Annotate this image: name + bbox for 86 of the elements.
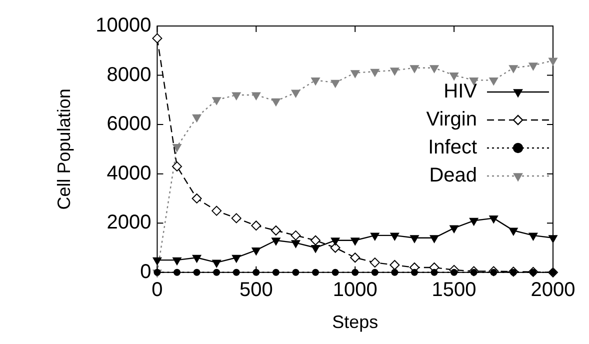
point: [528, 232, 538, 240]
x-tick-label: 500: [239, 278, 273, 301]
legend-label: Infect: [428, 136, 478, 159]
point: [410, 268, 418, 276]
point: [152, 33, 162, 44]
point: [212, 260, 221, 268]
point: [430, 65, 439, 73]
point: [292, 268, 300, 276]
point: [509, 228, 518, 236]
y-tick-label: 8000: [106, 64, 152, 86]
point: [450, 225, 458, 234]
point: [272, 238, 280, 246]
point: [391, 268, 398, 276]
point: [330, 238, 340, 246]
point: [330, 80, 340, 88]
point: [212, 206, 222, 216]
point: [152, 257, 162, 266]
point: [390, 260, 400, 270]
x-tick-label: 1500: [432, 278, 476, 301]
point: [370, 232, 380, 240]
point: [390, 68, 400, 76]
y-tick-label: 0: [140, 260, 152, 283]
point: [489, 77, 498, 86]
point: [332, 268, 339, 276]
point: [490, 268, 498, 276]
point: [192, 254, 202, 263]
point: [548, 235, 558, 243]
point: [172, 144, 182, 152]
point: [311, 77, 320, 86]
point: [192, 193, 202, 204]
point: [509, 65, 518, 73]
legend-label: Virgin: [426, 108, 477, 131]
point: [430, 235, 439, 243]
point: [232, 92, 241, 100]
y-axis-title: Cell Population: [54, 88, 74, 210]
point: [174, 268, 181, 276]
x-axis-title: Steps: [332, 312, 378, 332]
point: [252, 247, 261, 256]
point: [232, 254, 241, 263]
point: [231, 213, 242, 224]
point: [469, 218, 478, 226]
point: [290, 230, 301, 240]
point: [251, 220, 262, 231]
point: [272, 98, 280, 106]
point: [370, 258, 380, 268]
point: [213, 268, 220, 276]
y-tick-label: 2000: [106, 212, 152, 234]
point: [410, 235, 419, 243]
point: [548, 58, 558, 66]
point: [291, 240, 300, 248]
point: [370, 68, 380, 77]
x-tick-label: 2000: [530, 278, 576, 301]
x-tick-label: 1000: [332, 278, 378, 301]
point: [450, 268, 458, 276]
point: [371, 268, 378, 276]
point: [410, 65, 419, 73]
point: [430, 268, 438, 276]
point: [270, 226, 281, 236]
point: [192, 114, 202, 122]
point: [528, 62, 538, 70]
legend-label: Dead: [429, 164, 477, 187]
point: [470, 268, 478, 276]
point: [350, 252, 360, 263]
point: [330, 242, 340, 253]
point: [311, 245, 320, 253]
point: [232, 268, 240, 276]
y-tick-label: 6000: [106, 113, 152, 136]
point: [352, 268, 359, 276]
point: [291, 90, 300, 98]
point: [252, 92, 261, 100]
point: [272, 268, 280, 276]
point: [390, 232, 400, 240]
point: [193, 268, 200, 276]
point: [310, 235, 321, 246]
legend-label: HIV: [444, 80, 478, 103]
y-tick-label: 10000: [96, 14, 152, 37]
point: [252, 268, 260, 276]
point: [350, 70, 360, 78]
point: [450, 72, 458, 80]
y-tick-label: 4000: [106, 162, 152, 184]
point: [312, 268, 320, 276]
point: [172, 257, 182, 266]
point: [212, 97, 221, 105]
point: [350, 238, 360, 246]
point: [172, 161, 182, 172]
point: [489, 215, 498, 224]
